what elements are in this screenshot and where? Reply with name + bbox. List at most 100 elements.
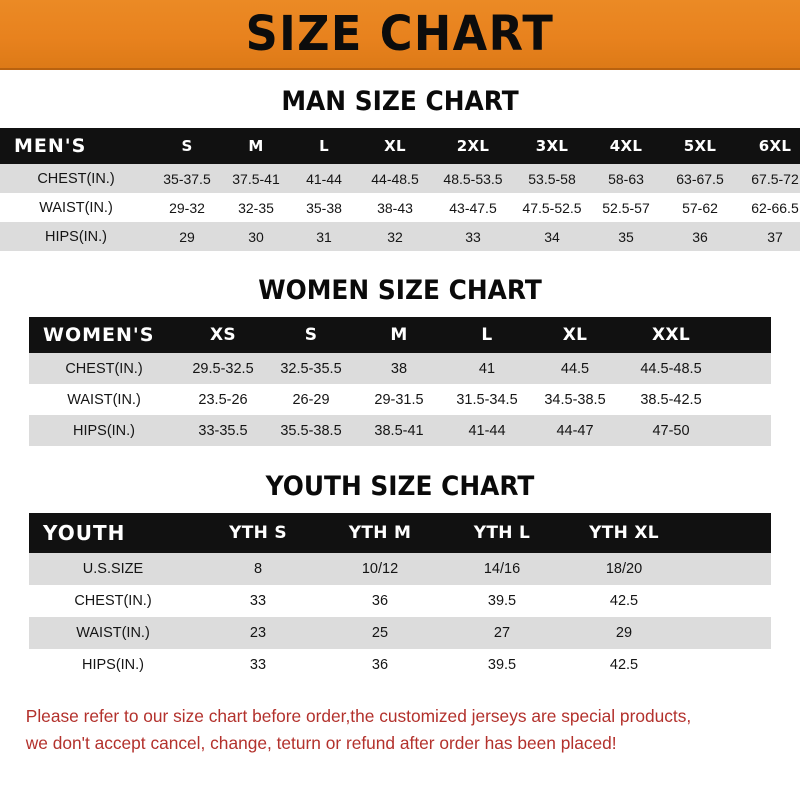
youth-row-0-cell-1: 10/12 — [361, 561, 399, 577]
banner-title: SIZE CHART — [245, 6, 555, 62]
youth-header-row: YOUTH YTH S YTH M YTH L YTH XL — [29, 513, 771, 553]
men-header-cell-1: S — [181, 137, 193, 155]
footer-disclaimer: Please refer to our size chart before or… — [26, 703, 774, 757]
men-row-0-cell-6: 58-63 — [608, 170, 644, 187]
women-header-cell-4: L — [481, 325, 493, 345]
men-row-2-cell-3: 32 — [387, 228, 403, 245]
men-row-1-cell-8: 62-66.5 — [751, 199, 799, 216]
men-row-2-cell-4: 33 — [465, 228, 481, 245]
men-row-2-cell-1: 30 — [248, 228, 264, 245]
men-header-cell-9: 6XL — [758, 137, 792, 155]
women-row-2-cell-2: 38.5-41 — [374, 422, 424, 439]
women-row-1-cell-4: 34.5-38.5 — [544, 391, 606, 408]
youth-row-0-cell-0: 8 — [253, 561, 263, 577]
women-size-table: WOMEN'S XS S M L XL XXL CHEST(IN.) 29.5-… — [29, 317, 771, 446]
youth-section-title: YOUTH SIZE CHART — [265, 471, 535, 502]
men-table-body: MEN'S S M L XL 2XL 3XL 4XL 5XL 6XL CHEST… — [0, 128, 800, 251]
women-row-2-label: HIPS(IN.) — [72, 422, 136, 439]
men-row-2-cell-0: 29 — [179, 228, 195, 245]
women-header-cell-0: WOMEN'S — [43, 324, 155, 346]
banner: SIZE CHART — [0, 0, 800, 70]
men-header-cell-3: L — [319, 137, 329, 155]
women-row-1-label: WAIST(IN.) — [67, 391, 141, 408]
men-header-row: MEN'S S M L XL 2XL 3XL 4XL 5XL 6XL — [0, 128, 800, 164]
youth-row-0-cell-2: 14/16 — [483, 561, 521, 577]
women-row-2-cell-6 — [723, 415, 771, 446]
table-row: WAIST(IN.) 29-32 32-35 35-38 38-43 43-47… — [0, 193, 800, 222]
women-header-cell-1: XS — [210, 325, 236, 345]
women-row-0-cell-3: 41 — [478, 360, 496, 377]
women-row-0-label: CHEST(IN.) — [65, 360, 143, 377]
women-section-title: WOMEN SIZE CHART — [258, 275, 542, 306]
youth-header-cell-1: YTH S — [229, 523, 287, 543]
youth-row-2-cell-4 — [685, 617, 771, 649]
men-row-1-cell-1: 32-35 — [238, 199, 274, 216]
youth-header-cell-3: YTH L — [473, 523, 531, 543]
footer-line-1: Please refer to our size chart before or… — [25, 706, 692, 726]
footer-line-2: we don't accept cancel, change, teturn o… — [25, 733, 617, 754]
men-row-1-cell-6: 52.5-57 — [602, 199, 650, 216]
youth-row-2-cell-2: 27 — [493, 625, 511, 641]
youth-row-2-cell-1: 25 — [371, 625, 389, 641]
youth-header-cell-2: YTH M — [348, 523, 412, 543]
table-row: HIPS(IN.) 33-35.5 35.5-38.5 38.5-41 41-4… — [29, 415, 771, 446]
men-row-2-cell-2: 31 — [316, 228, 332, 245]
men-row-0-cell-3: 44-48.5 — [371, 170, 419, 187]
men-row-1-label: WAIST(IN.) — [39, 199, 113, 216]
table-row: WAIST(IN.) 23 25 27 29 — [29, 617, 771, 649]
men-row-1-cell-7: 57-62 — [682, 199, 718, 216]
men-row-1-cell-0: 29-32 — [169, 199, 205, 216]
youth-row-1-cell-4 — [685, 585, 771, 617]
table-row: WAIST(IN.) 23.5-26 26-29 29-31.5 31.5-34… — [29, 384, 771, 415]
youth-header-cell-4: YTH XL — [589, 523, 659, 543]
youth-table-body: YOUTH YTH S YTH M YTH L YTH XL U.S.SIZE … — [29, 513, 771, 681]
men-row-1-cell-2: 35-38 — [306, 199, 342, 216]
youth-row-3-cell-1: 36 — [371, 657, 389, 673]
youth-row-1-cell-1: 36 — [371, 593, 389, 609]
table-row: U.S.SIZE 8 10/12 14/16 18/20 — [29, 553, 771, 585]
youth-row-2-cell-3: 29 — [615, 625, 633, 641]
youth-header-cell-5 — [685, 513, 771, 553]
youth-row-3-cell-4 — [685, 649, 771, 681]
men-header-cell-8: 5XL — [683, 137, 717, 155]
men-header-cell-5: 2XL — [456, 137, 490, 155]
women-table-body: WOMEN'S XS S M L XL XXL CHEST(IN.) 29.5-… — [29, 317, 771, 446]
women-row-2-cell-1: 35.5-38.5 — [280, 422, 342, 439]
table-row: HIPS(IN.) 29 30 31 32 33 34 35 36 37 — [0, 222, 800, 251]
women-row-2-cell-5: 47-50 — [652, 422, 690, 439]
youth-row-0-cell-3: 18/20 — [605, 561, 643, 577]
women-header-cell-7 — [723, 317, 771, 353]
youth-size-table: YOUTH YTH S YTH M YTH L YTH XL U.S.SIZE … — [29, 513, 771, 681]
youth-row-1-cell-3: 42.5 — [609, 593, 639, 609]
men-row-1-cell-4: 43-47.5 — [449, 199, 497, 216]
youth-row-1-cell-0: 33 — [249, 593, 267, 609]
women-row-1-cell-5: 38.5-42.5 — [640, 391, 702, 408]
women-row-1-cell-1: 26-29 — [292, 391, 330, 408]
youth-row-2-cell-0: 23 — [249, 625, 267, 641]
women-row-0-cell-6 — [723, 353, 771, 384]
women-row-0-cell-4: 44.5 — [560, 360, 590, 377]
men-row-2-label: HIPS(IN.) — [44, 228, 108, 245]
table-row: HIPS(IN.) 33 36 39.5 42.5 — [29, 649, 771, 681]
women-header-cell-5: XL — [562, 325, 588, 345]
men-row-1-cell-3: 38-43 — [377, 199, 413, 216]
youth-row-2-label: WAIST(IN.) — [76, 625, 150, 641]
men-header-cell-6: 3XL — [535, 137, 569, 155]
women-row-0-cell-2: 38 — [390, 360, 408, 377]
table-row: CHEST(IN.) 33 36 39.5 42.5 — [29, 585, 771, 617]
youth-header-cell-0: YOUTH — [43, 521, 126, 545]
men-size-table: MEN'S S M L XL 2XL 3XL 4XL 5XL 6XL CHEST… — [0, 128, 800, 251]
youth-row-3-cell-2: 39.5 — [487, 657, 517, 673]
women-row-0-cell-5: 44.5-48.5 — [640, 360, 702, 377]
men-row-0-label: CHEST(IN.) — [37, 170, 115, 187]
men-row-0-cell-8: 67.5-72 — [751, 170, 799, 187]
women-row-2-cell-4: 44-47 — [556, 422, 594, 439]
men-row-2-cell-8: 37 — [767, 228, 783, 245]
table-row: CHEST(IN.) 35-37.5 37.5-41 41-44 44-48.5… — [0, 164, 800, 193]
women-row-1-cell-6 — [723, 384, 771, 415]
women-row-0-cell-0: 29.5-32.5 — [192, 360, 254, 377]
men-row-0-cell-1: 37.5-41 — [232, 170, 280, 187]
men-header-cell-4: XL — [384, 137, 406, 155]
men-row-1-cell-5: 47.5-52.5 — [522, 199, 582, 216]
men-row-2-cell-5: 34 — [544, 228, 560, 245]
